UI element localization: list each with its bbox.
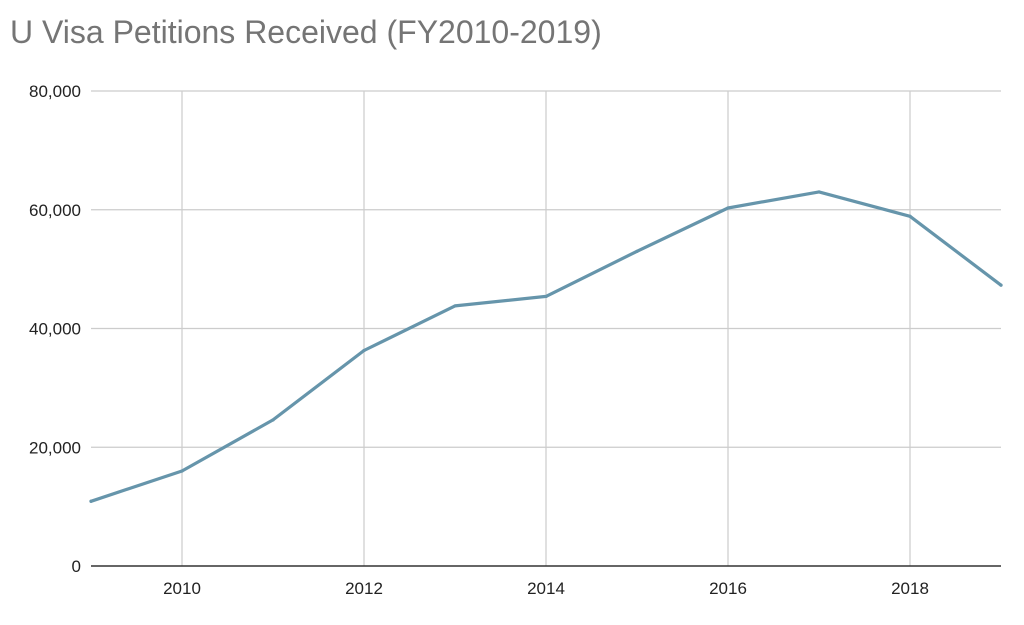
data-point: [908, 214, 912, 218]
y-tick-label: 20,000: [29, 438, 81, 457]
data-point: [362, 348, 366, 353]
data-point: [453, 304, 457, 308]
data-point: [544, 294, 548, 299]
data-point: [817, 190, 821, 194]
y-tick-label: 0: [72, 557, 81, 576]
data-point: [271, 418, 275, 422]
data-point: [726, 206, 730, 210]
y-tick-label: 40,000: [29, 320, 81, 339]
grid-layer: [91, 90, 1001, 566]
y-tick-label: 80,000: [29, 82, 81, 101]
chart-title: U Visa Petitions Received (FY2010-2019): [10, 14, 602, 50]
x-tick-label: 2010: [163, 579, 201, 598]
y-tick-label: 60,000: [29, 201, 81, 220]
data-point: [89, 499, 93, 503]
x-tick-label: 2016: [709, 579, 747, 598]
data-point: [180, 469, 184, 473]
y-axis-tick-labels: 0 20,000 40,000 60,000 80,000: [29, 82, 81, 576]
x-tick-label: 2014: [527, 579, 565, 598]
series-layer: [89, 190, 1003, 503]
data-point: [635, 249, 639, 253]
data-point: [999, 283, 1003, 287]
x-axis-tick-labels: 2010 2012 2014 2016 2018: [163, 579, 929, 598]
x-tick-label: 2018: [891, 579, 929, 598]
x-tick-label: 2012: [345, 579, 383, 598]
